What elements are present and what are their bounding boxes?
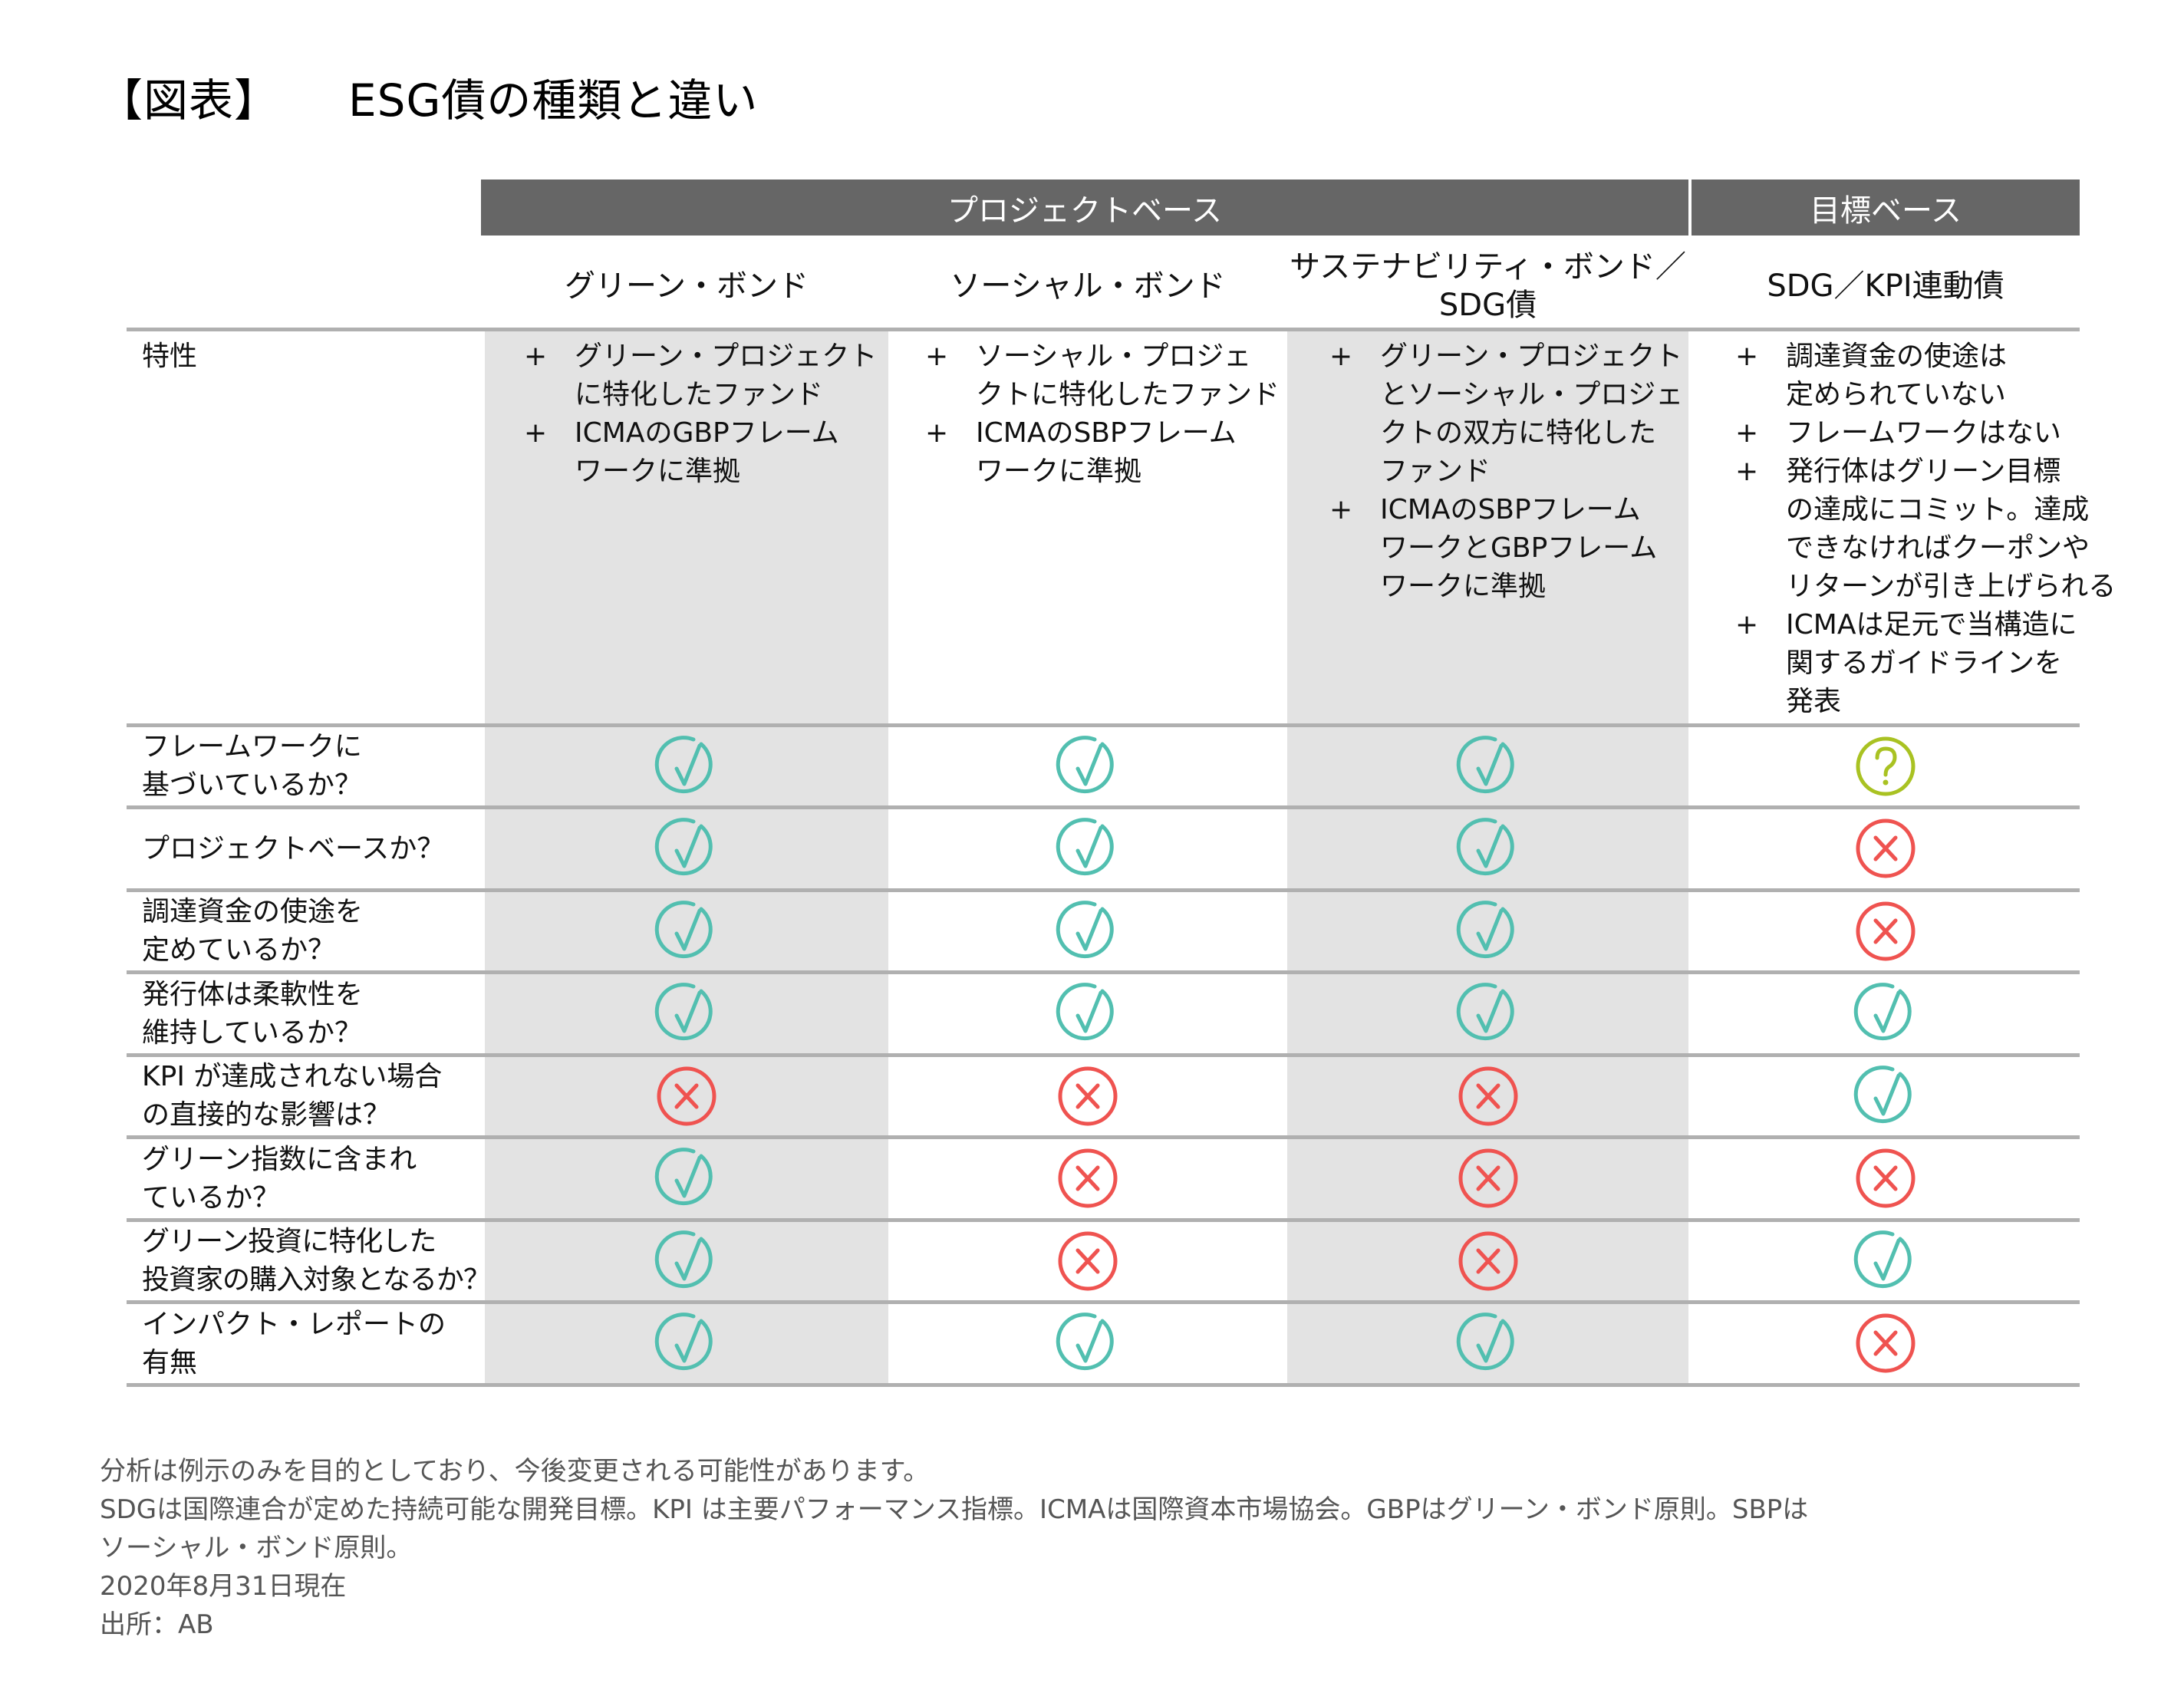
characteristics-kpi-linked-bond: + 調達資金の使途は 定められていない + フレームワークはない + 発行体はグリーン… (1735, 338, 2134, 721)
row-label-impact-report: インパクト・レポートの 有無 (142, 1308, 446, 1378)
note-source: 出所：AB (100, 1609, 214, 1640)
plus-icon: + (1735, 456, 1759, 487)
row-label-kpi-impact: KPI が達成されない場合 の直接的な影響は？ (142, 1061, 443, 1131)
check-circle-icon (654, 733, 720, 799)
column-header-kpi-linked-bond: SDG／KPI連動債 (1767, 268, 2004, 304)
check-circle-icon (1055, 980, 1121, 1046)
question-circle-icon (1853, 733, 1919, 799)
characteristic-item: + フレームワークはない (1735, 414, 2134, 453)
rule (127, 1053, 2080, 1057)
check-circle-icon (1455, 898, 1521, 964)
check-circle-icon (1455, 1310, 1521, 1376)
cross-circle-icon (1853, 815, 1919, 881)
characteristics-sustainability-bond: + グリーン・プロジェクト とソーシャル・プロジェ クトの双方に特化した ファンド… (1329, 338, 1686, 606)
plus-icon: + (1329, 494, 1353, 525)
row-label-use-of-proceeds: 調達資金の使途を 定めているか？ (142, 896, 364, 966)
check-circle-icon (654, 1145, 720, 1211)
check-circle-icon (1853, 1063, 1919, 1129)
check-circle-icon (654, 1228, 720, 1294)
row-label-green-investors: グリーン投資に特化した 投資家の購入対象となるか？ (142, 1226, 491, 1296)
check-circle-icon (1055, 898, 1121, 964)
cross-circle-icon (1055, 1228, 1121, 1294)
characteristic-item: + ICMAのSBPフレーム ワークとGBPフレーム ワークに準拠 (1329, 491, 1686, 606)
row-label-framework: フレームワークに 基づいているか？ (142, 731, 362, 801)
column-header-sustainability-bond: サステナビリティ・ボンド／ SDG債 (1290, 249, 1686, 323)
check-circle-icon (1055, 1310, 1121, 1376)
check-circle-icon (654, 980, 720, 1046)
check-circle-icon (1055, 815, 1121, 881)
characteristic-item: + ICMAのSBPフレーム ワークに準拠 (925, 414, 1286, 491)
plus-icon: + (1735, 341, 1759, 372)
page-title: 【図表】 ESG債の種類と違い (98, 64, 758, 129)
check-circle-icon (1853, 1228, 1919, 1294)
plus-icon: + (925, 341, 949, 372)
check-circle-icon (1853, 980, 1919, 1046)
rule (127, 1218, 2080, 1222)
cross-circle-icon (1853, 1310, 1919, 1376)
rule (127, 888, 2080, 892)
rule (127, 1135, 2080, 1139)
plus-icon: + (524, 417, 548, 449)
plus-icon: + (1735, 609, 1759, 641)
note-definitions: SDGは国際連合が定めた持続可能な開発目標。KPI は主要パフォーマンス指標。I… (100, 1494, 1809, 1525)
cross-circle-icon (1853, 1145, 1919, 1211)
title-text: ESG債の種類と違い (348, 74, 759, 127)
plus-icon: + (1329, 341, 1353, 372)
characteristics-social-bond: + ソーシャル・プロジェ クトに特化したファンド + ICMAのSBPフレーム ワー… (925, 338, 1286, 491)
rule (127, 805, 2080, 809)
row-label-project-based: プロジェクトベースか？ (142, 832, 445, 865)
rule (127, 723, 2080, 727)
rule-bottom (127, 1383, 2080, 1387)
row-label-green-index: グリーン指数に含まれ ているか？ (142, 1143, 417, 1214)
characteristic-item: + ソーシャル・プロジェ クトに特化したファンド (925, 338, 1286, 414)
cross-circle-icon (1455, 1228, 1521, 1294)
characteristic-item: + 調達資金の使途は 定められていない (1735, 338, 2134, 414)
cross-circle-icon (1455, 1063, 1521, 1129)
check-circle-icon (1455, 733, 1521, 799)
plus-icon: + (524, 341, 548, 372)
footnotes: 分析は例示のみを目的としており、今後変更される可能性があります。 SDGは国際連… (100, 1452, 1808, 1644)
note-definitions-cont: ソーシャル・ボンド原則。 (100, 1533, 413, 1563)
characteristic-item: + グリーン・プロジェクト とソーシャル・プロジェ クトの双方に特化した ファンド (1329, 338, 1686, 491)
check-circle-icon (1455, 815, 1521, 881)
row-label-characteristics: 特性 (142, 341, 198, 372)
cross-circle-icon (1853, 898, 1919, 964)
characteristic-item: + ICMAのGBPフレーム ワークに準拠 (524, 414, 884, 491)
check-circle-icon (654, 1310, 720, 1376)
check-circle-icon (654, 898, 720, 964)
characteristic-item: + グリーン・プロジェクト に特化したファンド (524, 338, 884, 414)
column-header-social-bond: ソーシャル・ボンド (950, 268, 1226, 304)
characteristics-green-bond: + グリーン・プロジェクト に特化したファンド + ICMAのGBPフレーム ワーク… (524, 338, 884, 491)
plus-icon: + (1735, 417, 1759, 449)
cross-circle-icon (654, 1063, 720, 1129)
title-label: 【図表】 (98, 74, 280, 127)
check-circle-icon (1055, 733, 1121, 799)
cross-circle-icon (1455, 1145, 1521, 1211)
characteristic-item: + 発行体はグリーン目標 の達成にコミット。達成 できなければクーポンや リターン… (1735, 453, 2134, 606)
characteristic-item: + ICMAは足元で当構造に 関するガイドラインを 発表 (1735, 606, 2134, 721)
group-header-goal-based: 目標ベース (1692, 180, 2080, 236)
column-header-green-bond: グリーン・ボンド (565, 268, 809, 304)
rule-header (127, 328, 2080, 331)
row-label-issuer-flexibility: 発行体は柔軟性を 維持しているか？ (142, 978, 364, 1049)
rule (127, 1300, 2080, 1304)
check-circle-icon (654, 815, 720, 881)
cross-circle-icon (1055, 1063, 1121, 1129)
note-date: 2020年8月31日現在 (100, 1571, 347, 1602)
cross-circle-icon (1055, 1145, 1121, 1211)
check-circle-icon (1455, 980, 1521, 1046)
plus-icon: + (925, 417, 949, 449)
note-disclaimer: 分析は例示のみを目的としており、今後変更される可能性があります。 (100, 1456, 930, 1487)
group-header-project-based: プロジェクトベース (481, 180, 1688, 236)
rule (127, 970, 2080, 974)
